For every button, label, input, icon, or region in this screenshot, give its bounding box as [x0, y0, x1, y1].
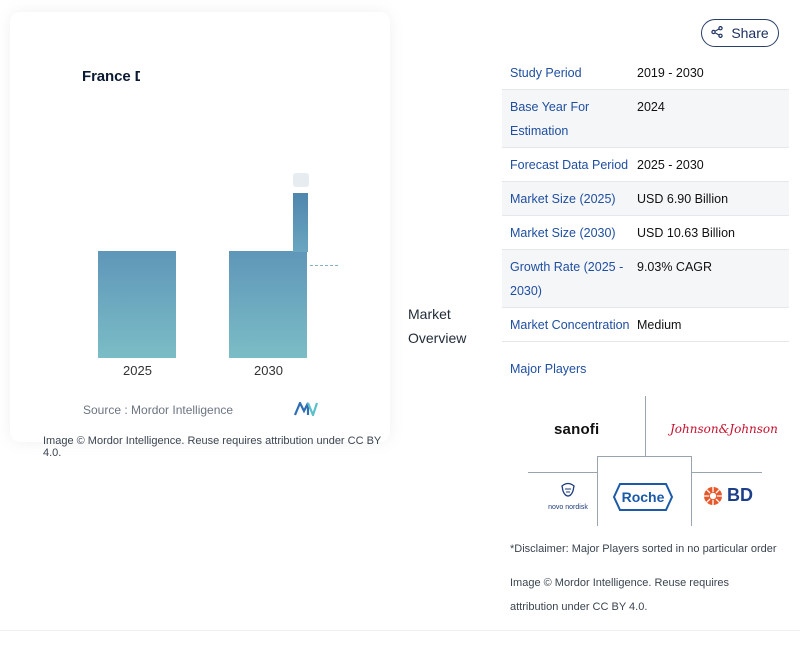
market-overview-heading: Market Overview [408, 302, 466, 350]
table-row: Study Period 2019 - 2030 [502, 56, 789, 90]
row-key: Base Year For Estimation [510, 100, 590, 138]
share-icon [711, 25, 724, 41]
row-key: Study Period [510, 66, 582, 80]
bd-text: BD [727, 485, 753, 505]
table-row: Growth Rate (2025 - 2030) 9.03% CAGR [502, 250, 789, 308]
major-players-grid: sanofi Johnson&Johnson novo nordisk Roch… [528, 396, 778, 528]
row-key: Market Size (2025) [510, 192, 616, 206]
market-info-table: Study Period 2019 - 2030 Base Year For E… [502, 56, 789, 342]
chart-attribution: Image © Mordor Intelligence. Reuse requi… [43, 435, 382, 459]
row-value: 9.03% CAGR [637, 260, 713, 274]
overview-attribution: Image © Mordor Intelligence. Reuse requi… [510, 577, 730, 613]
roche-text: Roche [622, 489, 665, 505]
share-button[interactable]: Share [701, 19, 779, 47]
loading-overlay-left [10, 84, 72, 254]
players-disclaimer: *Disclaimer: Major Players sorted in no … [510, 543, 777, 555]
row-value: USD 6.90 Billion [637, 192, 729, 206]
jnj-logo: Johnson&Johnson [670, 422, 778, 436]
row-key: Forecast Data Period [510, 158, 629, 172]
novo-text: novo nordisk [548, 504, 588, 511]
chart-card: France D arket 2025 2030 Source : Mordor… [10, 12, 390, 459]
row-key: Market Concentration [510, 318, 630, 332]
mordor-logo-icon [293, 400, 319, 421]
major-players-label: Major Players [510, 362, 587, 376]
roche-logo: Roche [612, 482, 674, 517]
bd-sun-icon [704, 486, 722, 505]
page-divider [0, 630, 800, 631]
row-value: USD 10.63 Billion [637, 226, 735, 240]
cagr-dash-line [310, 264, 338, 266]
overview-line2: Overview [408, 330, 467, 346]
row-key: Growth Rate (2025 - 2030) [510, 260, 624, 298]
overview-line1: Market [408, 306, 451, 322]
tick-label-2030: 2030 [254, 363, 283, 378]
row-value: 2025 - 2030 [637, 158, 704, 172]
novo-nordisk-logo: novo nordisk [548, 482, 588, 511]
bar-2025 [98, 250, 176, 358]
row-value: Medium [637, 318, 682, 332]
share-label: Share [731, 25, 769, 41]
table-row: Forecast Data Period 2025 - 2030 [502, 148, 789, 182]
row-value: 2019 - 2030 [637, 66, 704, 80]
chart-source: Source : Mordor Intelligence [83, 403, 234, 417]
table-row: Base Year For Estimation 2024 [502, 90, 789, 148]
bar-2030-value-tag [293, 172, 309, 187]
bar-2030 [229, 250, 307, 358]
tick-label-2025: 2025 [123, 363, 152, 378]
table-row: Market Size (2025) USD 6.90 Billion [502, 182, 789, 216]
loading-overlay [140, 12, 303, 258]
bar-2030-top-segment [293, 192, 308, 252]
sanofi-logo: sanofi [554, 421, 600, 438]
novo-bull-icon [561, 482, 575, 497]
table-row: Market Concentration Medium [502, 308, 789, 342]
grid-divider-vertical [645, 396, 646, 456]
table-row: Market Size (2030) USD 10.63 Billion [502, 216, 789, 250]
row-value: 2024 [637, 100, 665, 114]
row-key: Market Size (2030) [510, 226, 616, 240]
bd-logo: BD [703, 485, 753, 506]
